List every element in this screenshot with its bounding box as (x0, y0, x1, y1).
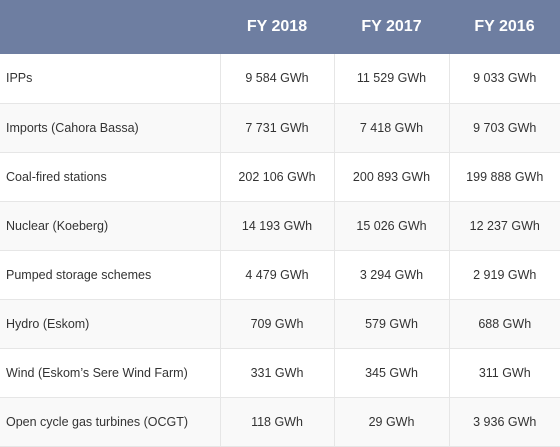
cell-fy2016: 2 919 GWh (448, 250, 560, 300)
row-label: Hydro (Eskom) (0, 299, 220, 349)
cell-fy2018: 4 479 GWh (219, 250, 334, 300)
cell-fy2018: 709 GWh (219, 299, 334, 349)
header-cell-source (0, 0, 220, 54)
row-label: Imports (Cahora Bassa) (0, 103, 220, 153)
table-header: FY 2018 FY 2017 FY 2016 (0, 0, 560, 54)
cell-fy2017: 345 GWh (333, 348, 449, 398)
header-cell-fy2017: FY 2017 (334, 0, 449, 54)
cell-fy2017: 3 294 GWh (333, 250, 449, 300)
cell-fy2018: 7 731 GWh (219, 103, 334, 153)
table-row: Coal-fired stations 202 106 GWh 200 893 … (0, 152, 560, 202)
cell-fy2017: 200 893 GWh (333, 152, 449, 202)
cell-fy2016: 311 GWh (448, 348, 560, 398)
row-label: Wind (Eskom’s Sere Wind Farm) (0, 348, 220, 398)
header-row: FY 2018 FY 2017 FY 2016 (0, 0, 560, 54)
table-row: IPPs 9 584 GWh 11 529 GWh 9 033 GWh (0, 54, 560, 104)
cell-fy2016: 3 936 GWh (448, 397, 560, 447)
cell-fy2018: 118 GWh (219, 397, 334, 447)
cell-fy2016: 199 888 GWh (448, 152, 560, 202)
table-body: IPPs 9 584 GWh 11 529 GWh 9 033 GWh Impo… (0, 54, 560, 447)
cell-fy2016: 12 237 GWh (448, 201, 560, 251)
table-row: Hydro (Eskom) 709 GWh 579 GWh 688 GWh (0, 299, 560, 349)
table-row: Nuclear (Koeberg) 14 193 GWh 15 026 GWh … (0, 201, 560, 251)
cell-fy2016: 688 GWh (448, 299, 560, 349)
cell-fy2018: 14 193 GWh (219, 201, 334, 251)
header-cell-fy2018: FY 2018 (220, 0, 334, 54)
cell-fy2018: 9 584 GWh (219, 54, 334, 104)
cell-fy2017: 7 418 GWh (333, 103, 449, 153)
table-row: Pumped storage schemes 4 479 GWh 3 294 G… (0, 250, 560, 300)
row-label: Open cycle gas turbines (OCGT) (0, 397, 220, 447)
table-row: Imports (Cahora Bassa) 7 731 GWh 7 418 G… (0, 103, 560, 153)
cell-fy2017: 29 GWh (333, 397, 449, 447)
row-label: Pumped storage schemes (0, 250, 220, 300)
row-label: Nuclear (Koeberg) (0, 201, 220, 251)
cell-fy2018: 202 106 GWh (219, 152, 334, 202)
table-row: Wind (Eskom’s Sere Wind Farm) 331 GWh 34… (0, 348, 560, 398)
cell-fy2018: 331 GWh (219, 348, 334, 398)
cell-fy2017: 15 026 GWh (333, 201, 449, 251)
cell-fy2017: 579 GWh (333, 299, 449, 349)
header-cell-fy2016: FY 2016 (449, 0, 560, 54)
row-label: Coal-fired stations (0, 152, 220, 202)
table-row: Open cycle gas turbines (OCGT) 118 GWh 2… (0, 397, 560, 447)
cell-fy2017: 11 529 GWh (333, 54, 449, 104)
cell-fy2016: 9 703 GWh (448, 103, 560, 153)
row-label: IPPs (0, 54, 220, 104)
cell-fy2016: 9 033 GWh (448, 54, 560, 104)
